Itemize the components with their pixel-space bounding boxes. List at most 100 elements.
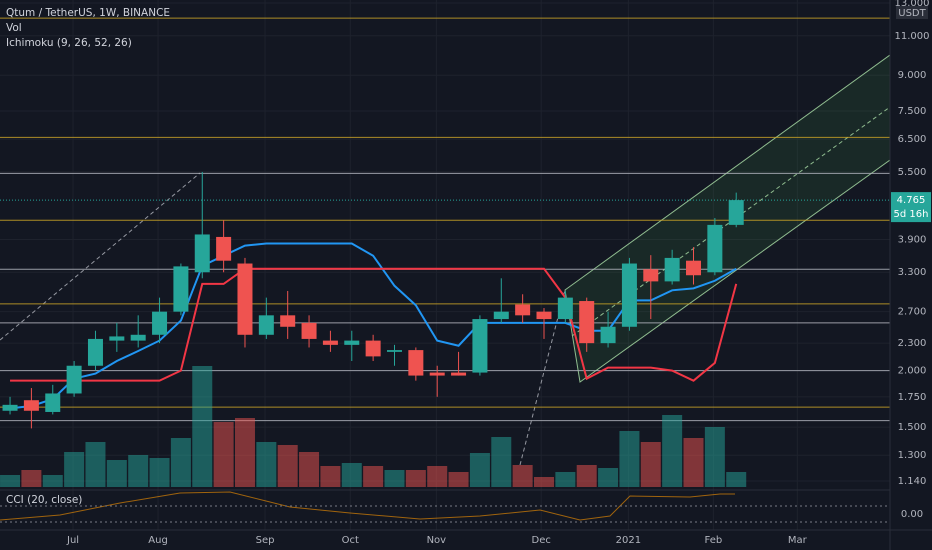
candle-body [429,372,445,376]
cci-line [0,491,735,521]
volume-bar [598,468,619,487]
y-tick-label: 7.500 [898,106,927,117]
y-tick-label: 2.000 [898,366,927,377]
trend-line [0,172,201,341]
volume-bar [405,470,426,487]
last-price-box [891,192,931,223]
volume-bar [704,427,725,487]
oscillator-tick: 0.00 [901,509,923,520]
last-price-label: 4.765 [897,195,926,206]
candle-body [621,263,637,327]
candle-body [87,338,103,366]
y-tick-label: 11.000 [895,31,930,42]
volume-bar [469,453,490,487]
y-tick-label: 5.500 [898,167,927,178]
candle-body [23,400,39,411]
ichimoku [9,242,738,410]
volume-bar [491,437,512,487]
time-axis: Jul Aug Sep Oct Nov Dec 2021 Feb Mar [66,535,808,546]
volume-bar [555,472,576,487]
y-tick-label: 2.300 [898,338,927,349]
countdown-label: 5d 16h [894,209,929,220]
volume-bar [363,466,384,487]
candle-body [557,297,573,320]
candle-body [173,266,189,312]
volume-bar [42,475,63,487]
x-tick-label: Oct [342,535,359,546]
volume-bar [234,418,255,487]
volume-bar [21,470,42,487]
x-tick-label: Jul [66,535,79,546]
candles [2,171,744,429]
candle-body [643,269,659,282]
candle-body [707,224,723,273]
volume-bar [277,445,298,487]
volume-bar [448,472,469,487]
volume-bar [170,438,191,487]
candle-body [686,260,702,276]
indicator-line [9,242,737,410]
candle-body [109,336,125,341]
volume-bar [619,431,640,487]
candle-body [493,311,509,320]
candle-body [322,340,338,345]
y-tick-label: 3.300 [898,267,927,278]
volume-bar [64,452,85,487]
candle-body [344,340,360,345]
oscillator-label: CCI (20, close) [6,494,82,506]
volume-bar [85,442,106,487]
trend-line [519,289,566,466]
x-tick-label: Feb [705,535,723,546]
x-tick-label: Mar [788,535,808,546]
volume-bar [106,460,127,487]
volume-bar [213,422,234,487]
y-tick-label: 13.000 [895,0,930,9]
candle-body [408,350,424,376]
candle-body [130,334,146,341]
candle-body [579,301,595,344]
candle-body [280,315,296,327]
volume-bar [576,465,597,487]
volume-bar [640,442,661,487]
candle-body [2,404,18,411]
candle-body [728,200,744,225]
volume-bar [683,438,704,487]
candle-body [66,365,82,394]
volume-bar [192,366,213,487]
candle-body [536,311,552,320]
volume-bar [341,463,362,487]
candle-body [237,263,253,335]
candle-body [152,311,168,335]
symbol-title: Qtum / TetherUS, 1W, BINANCE [6,7,170,19]
x-tick-label: Nov [427,535,447,546]
candle-body [216,236,232,261]
y-tick-label: 9.000 [898,70,927,81]
x-tick-label: Aug [148,535,168,546]
indicator-label: Ichimoku (9, 26, 52, 26) [6,37,132,49]
currency: USDT [898,8,926,19]
indicator-label: Vol [6,22,22,34]
volume-bar [662,415,683,487]
y-tick-label: 1.750 [898,392,927,403]
y-tick-label: 1.500 [898,422,927,433]
candle-body [472,319,488,373]
candle-body [258,315,274,335]
volume-bar [256,442,277,487]
candle-body [451,372,467,376]
price-axis: 13.000 11.000 9.000 7.500 6.500 5.500 3.900 3.3… [0,0,931,487]
volume-bar [149,458,170,487]
x-tick-label: Dec [532,535,551,546]
y-tick-label: 6.500 [898,134,927,145]
candle-body [45,393,61,412]
candle-body [194,234,210,273]
candle-body [664,257,680,282]
volume-bar [384,470,405,487]
y-tick-label: 1.140 [898,476,927,487]
volume-bar [0,475,21,487]
volume-bar [427,466,448,487]
volume-bar [726,472,747,487]
candle-body [600,326,616,344]
x-tick-label: Sep [256,535,275,546]
currency-box [896,6,928,19]
volume-bar [128,455,149,487]
